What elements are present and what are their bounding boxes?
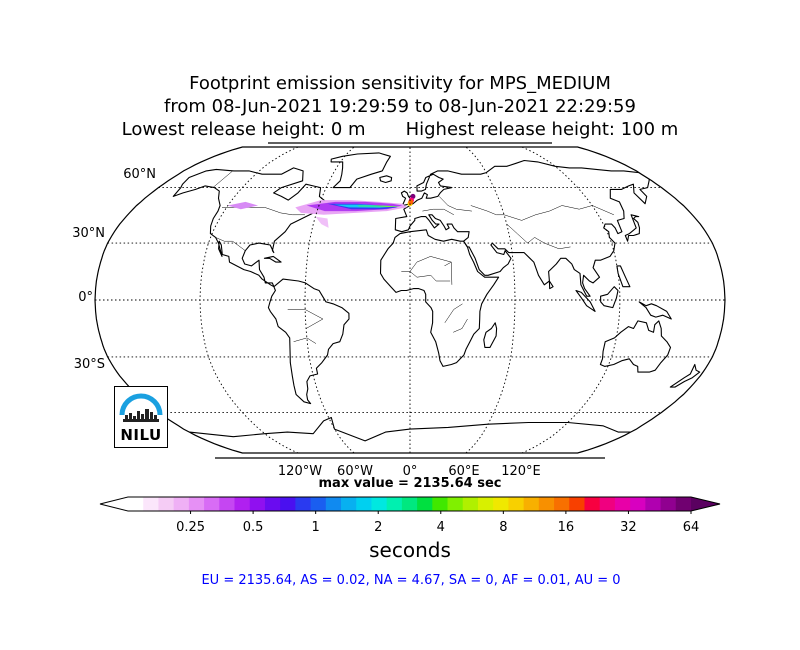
emission-sensitivity-plume bbox=[227, 193, 416, 228]
madagascar-outline bbox=[483, 322, 498, 348]
country-border bbox=[444, 261, 453, 285]
country-border bbox=[444, 303, 463, 323]
new-zealand-outline bbox=[669, 363, 701, 388]
graticule bbox=[95, 147, 725, 453]
country-border bbox=[212, 170, 233, 188]
chart-title-line-1: Footprint emission sensitivity for MPS_M… bbox=[189, 73, 611, 94]
plume-hotspot bbox=[408, 199, 414, 205]
colorbar-tick-label: 2 bbox=[374, 520, 383, 535]
south-america-outline bbox=[267, 278, 350, 405]
nilu-logo: NILU bbox=[114, 386, 168, 448]
new-guinea-outline bbox=[638, 301, 672, 320]
sri-lanka-outline bbox=[548, 280, 554, 290]
colorbar-tick-label: 0.5 bbox=[242, 520, 264, 535]
greenland-outline bbox=[330, 152, 391, 189]
country-border bbox=[293, 337, 317, 344]
colorbar-tick-label: 4 bbox=[436, 520, 445, 535]
meridian-line bbox=[521, 147, 621, 453]
africa-outline bbox=[379, 229, 500, 367]
country-border bbox=[215, 237, 246, 251]
country-border bbox=[506, 223, 571, 250]
map-boundary bbox=[94, 146, 726, 454]
borneo-outline bbox=[600, 286, 619, 309]
lon-label-0: 0° bbox=[402, 464, 418, 479]
colorbar-tick-label: 16 bbox=[557, 520, 575, 535]
country-border bbox=[287, 309, 324, 329]
plume-contour bbox=[227, 201, 259, 210]
country-border bbox=[401, 256, 452, 272]
colorbar-tick-label: 0.25 bbox=[176, 520, 206, 535]
meridian-line bbox=[465, 147, 516, 453]
lon-label-120e: 120°E bbox=[501, 464, 541, 479]
country-border bbox=[409, 271, 431, 278]
colorbar-unit-label: seconds bbox=[369, 538, 451, 562]
eurasia-outline bbox=[394, 159, 650, 297]
colorbar-tick-label: 8 bbox=[499, 520, 508, 535]
continent-outlines bbox=[172, 152, 701, 442]
plume-contour bbox=[372, 205, 401, 207]
indonesia-outline bbox=[575, 289, 596, 312]
colorbar-tick-label: 32 bbox=[620, 520, 637, 535]
plume-contour bbox=[315, 216, 329, 228]
north-america-outline bbox=[172, 167, 327, 288]
country-border bbox=[422, 208, 455, 216]
nilu-logo-mark bbox=[119, 393, 163, 422]
country-border bbox=[430, 275, 451, 282]
lon-label-120w: 120°W bbox=[277, 464, 323, 479]
chart-title-line-2: from 08-Jun-2021 19:29:59 to 08-Jun-2021… bbox=[164, 96, 636, 117]
meridian-line bbox=[199, 147, 299, 453]
meridian-line bbox=[304, 147, 355, 453]
country-border bbox=[222, 207, 305, 216]
lat-label-0: 0° bbox=[78, 290, 93, 305]
lon-label-60w: 60°W bbox=[337, 464, 373, 479]
lat-label-30s: 30°S bbox=[73, 357, 105, 372]
region-totals: EU = 2135.64, AS = 0.02, NA = 4.67, SA =… bbox=[201, 573, 621, 588]
australia-outline bbox=[599, 320, 672, 373]
lat-label-60n: 60°N bbox=[123, 167, 156, 182]
japan-outline bbox=[624, 214, 641, 242]
philippines-outline bbox=[616, 265, 631, 288]
country-border bbox=[439, 196, 472, 212]
lat-label-30n: 30°N bbox=[72, 226, 105, 241]
lon-label-60e: 60°E bbox=[448, 464, 480, 479]
chart-title-line-3: Lowest release height: 0 m Highest relea… bbox=[121, 119, 679, 140]
nilu-logo-text: NILU bbox=[120, 426, 162, 444]
colorbar-tick-label: 64 bbox=[682, 520, 700, 535]
iceland-outline bbox=[379, 175, 393, 184]
country-border bbox=[453, 318, 468, 333]
colorbar-tick-label: 1 bbox=[311, 520, 320, 535]
cuba-outline bbox=[263, 255, 282, 263]
antarctica-outline bbox=[189, 416, 631, 442]
max-value-label: max value = 2135.64 sec bbox=[318, 476, 502, 491]
country-border bbox=[470, 205, 614, 221]
